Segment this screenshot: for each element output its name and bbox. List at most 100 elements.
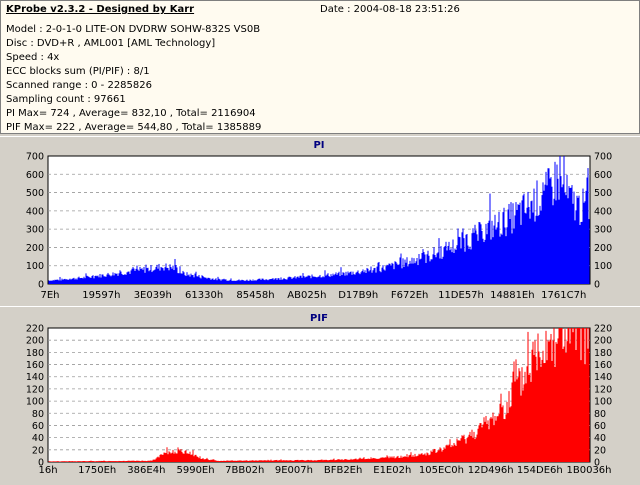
pif-bar	[135, 460, 137, 462]
pi-bar	[291, 278, 293, 284]
pi-bar	[184, 275, 186, 284]
pif-bar	[384, 457, 386, 462]
pif-bar	[264, 460, 266, 462]
pi-x-tick-label: F672Eh	[391, 290, 429, 301]
pi-bar	[124, 274, 126, 284]
pi-bar	[146, 268, 148, 284]
pif-bar	[66, 461, 68, 462]
pif-bar	[212, 459, 214, 462]
pif-bar	[244, 460, 246, 462]
pif-bar	[119, 461, 121, 462]
pif-bar	[70, 461, 72, 462]
pif-bar	[322, 460, 324, 462]
pi-bar	[417, 265, 419, 284]
pi-bar	[446, 250, 448, 284]
pi-bar	[438, 238, 440, 284]
pi-y-tick-label-left: 400	[26, 206, 44, 217]
pif-bar	[358, 458, 360, 462]
pi-bar	[579, 225, 581, 284]
pi-bar	[252, 279, 254, 284]
pi-bar	[116, 273, 118, 284]
pif-bar	[380, 457, 382, 462]
pi-bar	[242, 280, 244, 284]
pif-bar	[582, 328, 584, 462]
pi-bar	[321, 277, 323, 284]
pi-bar	[377, 262, 379, 284]
pi-bar	[330, 274, 332, 284]
pif-bar	[68, 461, 70, 462]
pif-bar	[223, 460, 225, 462]
pi-bar	[256, 279, 258, 284]
pif-bar	[389, 456, 391, 462]
pif-bar	[270, 459, 272, 462]
pi-bar	[333, 275, 335, 284]
pi-bar	[187, 275, 189, 284]
pi-bar	[412, 263, 414, 284]
pif-bar	[291, 460, 293, 462]
pif-bar	[316, 460, 318, 462]
pi-bar	[477, 240, 479, 284]
pi-bar	[397, 265, 399, 284]
pif-bar	[388, 458, 390, 462]
pif-bar	[386, 455, 388, 462]
pi-bar	[385, 266, 387, 284]
pif-bar	[64, 461, 66, 462]
pi-bar	[115, 273, 117, 284]
pi-bar	[508, 203, 510, 284]
pi-bar	[391, 262, 393, 284]
pi-bar	[403, 266, 405, 284]
pif-bar	[193, 456, 195, 462]
pif-bar	[314, 460, 316, 462]
pif-bar	[375, 458, 377, 462]
pif-bar	[303, 460, 305, 462]
pif-bar	[104, 460, 106, 462]
pi-bar	[199, 277, 201, 284]
pif-bar	[103, 460, 105, 462]
pif-x-tick-label: 7BB02h	[225, 465, 264, 476]
pi-bar	[423, 252, 425, 284]
pi-bar	[145, 264, 147, 284]
pif-bar	[78, 461, 80, 462]
pif-bar	[542, 350, 544, 462]
pi-bar	[457, 228, 459, 284]
pif-bar	[441, 451, 443, 462]
pif-bar	[449, 439, 451, 462]
pif-bar	[299, 460, 301, 462]
pif-bar	[350, 458, 352, 462]
pif-bar	[357, 459, 359, 462]
pif-bar	[181, 451, 183, 462]
pif-bar	[491, 418, 493, 462]
pi-bar	[220, 280, 222, 284]
pi-bar	[255, 280, 257, 284]
pif-bar	[273, 460, 275, 462]
pi-bar	[494, 214, 496, 284]
pi-y-tick-label-right: 600	[594, 170, 612, 181]
pi-bar	[284, 278, 286, 284]
pif-bar	[472, 437, 474, 462]
pi-bar	[201, 275, 203, 284]
pi-bar	[587, 168, 589, 284]
pi-bar	[329, 276, 331, 284]
pif-bar	[182, 453, 184, 462]
pi-bar	[251, 280, 253, 284]
pif-bar	[154, 459, 156, 462]
pi-bar	[582, 188, 584, 284]
pif-bar	[201, 458, 203, 462]
pi-bar	[570, 187, 572, 284]
pif-bar	[297, 459, 299, 462]
pi-bar	[348, 273, 350, 284]
pi-bar	[205, 277, 207, 284]
pif-bar	[112, 460, 114, 462]
pif-bar	[243, 460, 245, 462]
pi-bar	[517, 204, 519, 284]
pif-bar	[418, 453, 420, 462]
pif-bar	[576, 328, 578, 462]
pif-bar	[263, 460, 265, 462]
pi-y-tick-label-left: 0	[38, 280, 44, 291]
pi-bar	[375, 272, 377, 284]
pi-bar	[369, 270, 371, 284]
pi-bar	[462, 228, 464, 284]
pi-bar	[458, 236, 460, 284]
pi-bar	[577, 197, 579, 284]
pi-bar	[78, 276, 80, 284]
